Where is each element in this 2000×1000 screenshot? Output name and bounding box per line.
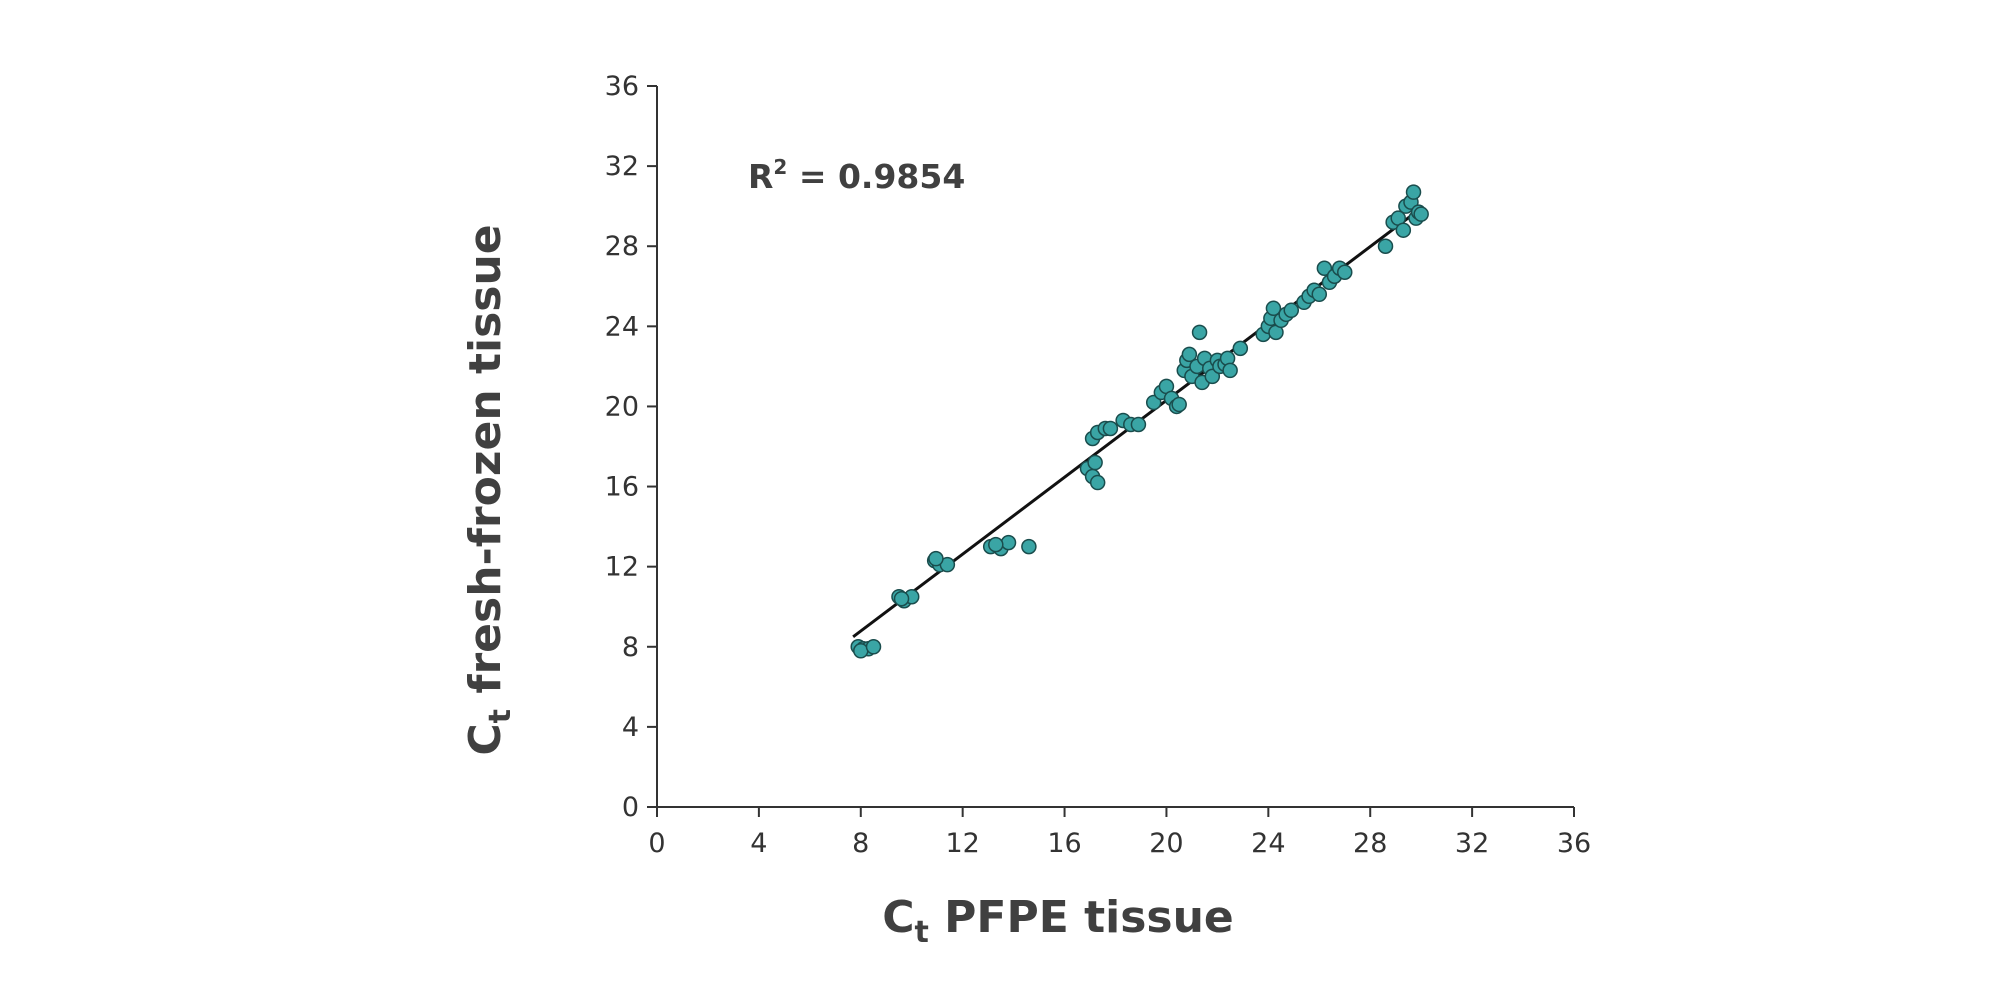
r-squared-prefix: R xyxy=(748,157,773,196)
data-point xyxy=(1171,396,1187,413)
y-tick-label: 4 xyxy=(622,712,639,743)
x-axis-title-rest: PFPE tissue xyxy=(929,892,1234,943)
x-tick-label: 0 xyxy=(648,828,665,859)
y-tick-label: 0 xyxy=(622,792,639,823)
data-point xyxy=(1000,534,1017,551)
y-tick-label: 8 xyxy=(622,632,639,663)
x-tick-label: 36 xyxy=(1557,828,1591,859)
data-point xyxy=(1222,362,1238,379)
y-tick-label: 28 xyxy=(605,231,639,262)
y-tick-label: 24 xyxy=(605,311,639,342)
y-tick-label: 20 xyxy=(605,391,639,422)
data-point xyxy=(1265,300,1282,317)
x-tick-label: 12 xyxy=(945,828,979,859)
x-tick-label: 4 xyxy=(750,828,767,859)
data-point xyxy=(1089,474,1106,491)
data-point xyxy=(1311,286,1328,303)
x-tick-label: 8 xyxy=(852,828,869,859)
r-squared-superscript: 2 xyxy=(773,155,787,179)
y-tick-label: 12 xyxy=(605,552,639,583)
x-tick-label: 32 xyxy=(1455,828,1489,859)
data-point xyxy=(928,550,944,567)
data-point xyxy=(1232,340,1249,357)
y-axis-ticks: 0 4 8 12 16 20 24 28 32 36 xyxy=(605,71,657,823)
data-point xyxy=(1181,346,1198,363)
data-point xyxy=(853,643,869,659)
data-point xyxy=(1130,416,1147,433)
data-points xyxy=(850,184,1429,659)
y-axis-title-rest: fresh-frozen tissue xyxy=(460,224,511,709)
x-axis-title-sub: t xyxy=(915,915,929,950)
data-point xyxy=(1405,184,1422,200)
data-point xyxy=(1021,538,1037,555)
y-axis-title-sub: t xyxy=(483,709,518,723)
y-axis-title: Ct fresh-frozen tissue xyxy=(460,224,518,755)
x-tick-label: 28 xyxy=(1353,828,1387,859)
data-point xyxy=(893,590,910,607)
data-point xyxy=(1377,238,1394,254)
y-axis-title-main: C xyxy=(460,723,511,755)
data-point xyxy=(865,639,882,655)
x-tick-label: 20 xyxy=(1149,828,1183,859)
data-point xyxy=(1413,206,1429,222)
y-tick-label: 16 xyxy=(605,472,639,503)
x-axis-ticks: 0 4 8 12 16 20 24 28 32 36 xyxy=(648,807,1591,859)
data-point xyxy=(988,536,1004,553)
data-point xyxy=(1337,264,1353,281)
x-tick-label: 24 xyxy=(1251,828,1285,859)
data-point xyxy=(1087,454,1103,471)
x-axis-title: Ct PFPE tissue xyxy=(882,892,1234,950)
r-squared-value: = 0.9854 xyxy=(787,157,965,196)
data-point xyxy=(1316,260,1333,277)
y-tick-label: 36 xyxy=(605,71,639,102)
r-squared-annotation: R2 = 0.9854 xyxy=(748,155,965,196)
data-point xyxy=(1395,222,1412,238)
x-tick-label: 16 xyxy=(1047,828,1081,859)
data-point xyxy=(1102,420,1119,437)
data-point xyxy=(1283,302,1300,319)
x-axis-title-main: C xyxy=(882,892,914,943)
data-point xyxy=(1191,324,1208,341)
y-tick-label: 32 xyxy=(605,151,639,182)
